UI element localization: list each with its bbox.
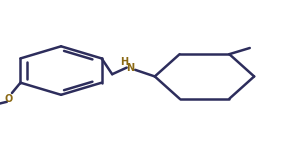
Text: O: O xyxy=(5,94,13,104)
Text: N: N xyxy=(127,63,135,73)
Text: H: H xyxy=(120,57,128,67)
